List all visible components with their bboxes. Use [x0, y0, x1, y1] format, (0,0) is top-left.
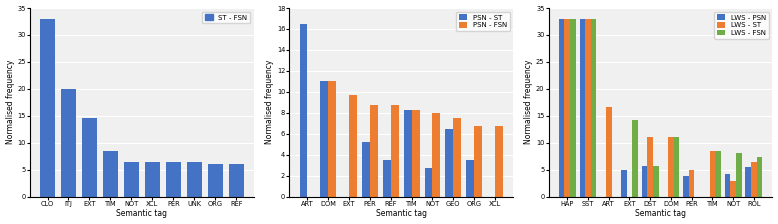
Bar	[653, 166, 659, 196]
Bar	[362, 142, 370, 196]
X-axis label: Semantic tag: Semantic tag	[635, 209, 686, 218]
Y-axis label: Normalised frequency: Normalised frequency	[265, 60, 274, 144]
Bar	[466, 160, 474, 196]
Bar	[433, 113, 440, 196]
Bar	[425, 168, 433, 196]
Bar	[103, 151, 117, 196]
Bar	[391, 106, 398, 196]
Bar	[580, 19, 585, 196]
Bar	[715, 151, 720, 196]
Legend: ST - FSN: ST - FSN	[202, 11, 251, 23]
Bar	[736, 153, 741, 196]
Bar	[82, 118, 96, 196]
Bar	[591, 19, 597, 196]
Bar	[40, 19, 55, 196]
Bar	[124, 162, 138, 196]
Y-axis label: Normalised frequency: Normalised frequency	[524, 60, 533, 144]
Bar	[710, 151, 715, 196]
Bar	[454, 118, 461, 196]
Bar	[559, 19, 564, 196]
Bar	[187, 162, 202, 196]
Bar	[689, 170, 695, 196]
X-axis label: Semantic tag: Semantic tag	[117, 209, 167, 218]
Bar	[404, 110, 412, 196]
Bar	[328, 81, 336, 196]
Bar	[621, 170, 626, 196]
Bar	[668, 137, 674, 196]
Bar	[321, 81, 328, 196]
Bar	[585, 19, 591, 196]
Bar	[495, 126, 503, 196]
Bar	[61, 89, 75, 196]
Bar	[683, 176, 689, 196]
Bar	[564, 19, 570, 196]
Bar	[300, 24, 307, 196]
Bar	[412, 110, 419, 196]
Bar	[208, 164, 223, 196]
Y-axis label: Normalised frequency: Normalised frequency	[5, 60, 15, 144]
Bar	[647, 137, 653, 196]
Legend: PSN - ST, PSN - FSN: PSN - ST, PSN - FSN	[456, 11, 510, 31]
Bar	[751, 162, 757, 196]
Legend: LWS - PSN, LWS - ST, LWS - FSN: LWS - PSN, LWS - ST, LWS - FSN	[714, 11, 769, 39]
Bar	[145, 162, 159, 196]
Bar	[731, 181, 736, 196]
Bar	[745, 167, 751, 196]
Bar	[349, 95, 357, 196]
Bar	[383, 160, 391, 196]
X-axis label: Semantic tag: Semantic tag	[376, 209, 426, 218]
Bar	[166, 162, 180, 196]
Bar	[674, 137, 679, 196]
Bar	[757, 157, 762, 196]
Bar	[725, 174, 731, 196]
Bar	[642, 166, 647, 196]
Bar	[633, 120, 638, 196]
Bar	[229, 164, 244, 196]
Bar	[474, 126, 482, 196]
Bar	[570, 19, 576, 196]
Bar	[370, 106, 378, 196]
Bar	[446, 129, 454, 196]
Bar	[606, 107, 612, 196]
